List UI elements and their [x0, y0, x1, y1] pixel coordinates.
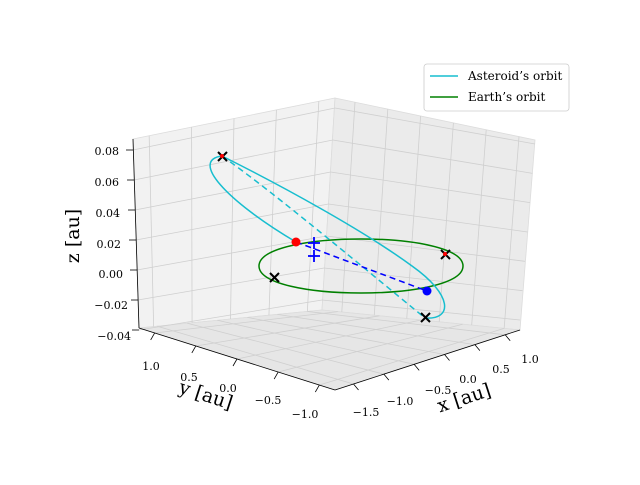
y-tick-mark: [274, 372, 278, 379]
x-tick-mark: [475, 345, 480, 351]
z-tick-label: 0.00: [99, 268, 124, 281]
x-tick-mark: [384, 374, 389, 380]
y-tick-mark: [233, 359, 237, 366]
x-tick-mark: [354, 384, 359, 390]
orbit-node-2-dot: [443, 252, 447, 256]
z-tick-label: 0.06: [95, 176, 120, 189]
y-tick-mark: [192, 346, 196, 353]
legend: Asteroid’s orbit Earth’s orbit: [424, 64, 569, 111]
z-tick-label: −0.02: [94, 299, 128, 312]
z-tick-label: 0.02: [97, 238, 122, 251]
x-tick-label: 1.0: [521, 353, 539, 366]
legend-label-earth: Earth’s orbit: [468, 90, 545, 104]
x-tick-mark: [414, 364, 419, 370]
y-tick-label: 1.0: [142, 360, 160, 373]
z-axis-label: z [au]: [62, 209, 84, 263]
z-tick-labels: 0.08 0.06 0.04 0.02 0.00 −0.02 −0.04: [94, 145, 131, 343]
y-tick-mark: [151, 333, 155, 340]
z-tick-label: 0.04: [96, 207, 121, 220]
x-tick-mark: [505, 335, 510, 341]
y-tick-label: −0.5: [255, 394, 282, 407]
x-tick-label: −1.5: [353, 406, 380, 419]
y-tick-mark: [315, 385, 319, 392]
earth-position: [423, 287, 432, 296]
orbit-node-1-dot: [220, 154, 224, 158]
legend-label-asteroid: Asteroid’s orbit: [467, 69, 562, 83]
x-tick-mark: [445, 354, 450, 360]
z-tick-label: −0.04: [97, 330, 131, 343]
z-tick-label: 0.08: [95, 145, 120, 158]
x-tick-label: −1.0: [387, 395, 414, 408]
x-tick-label: 0.5: [492, 363, 510, 376]
asteroid-position: [292, 238, 301, 247]
y-tick-label: −1.0: [292, 408, 319, 421]
